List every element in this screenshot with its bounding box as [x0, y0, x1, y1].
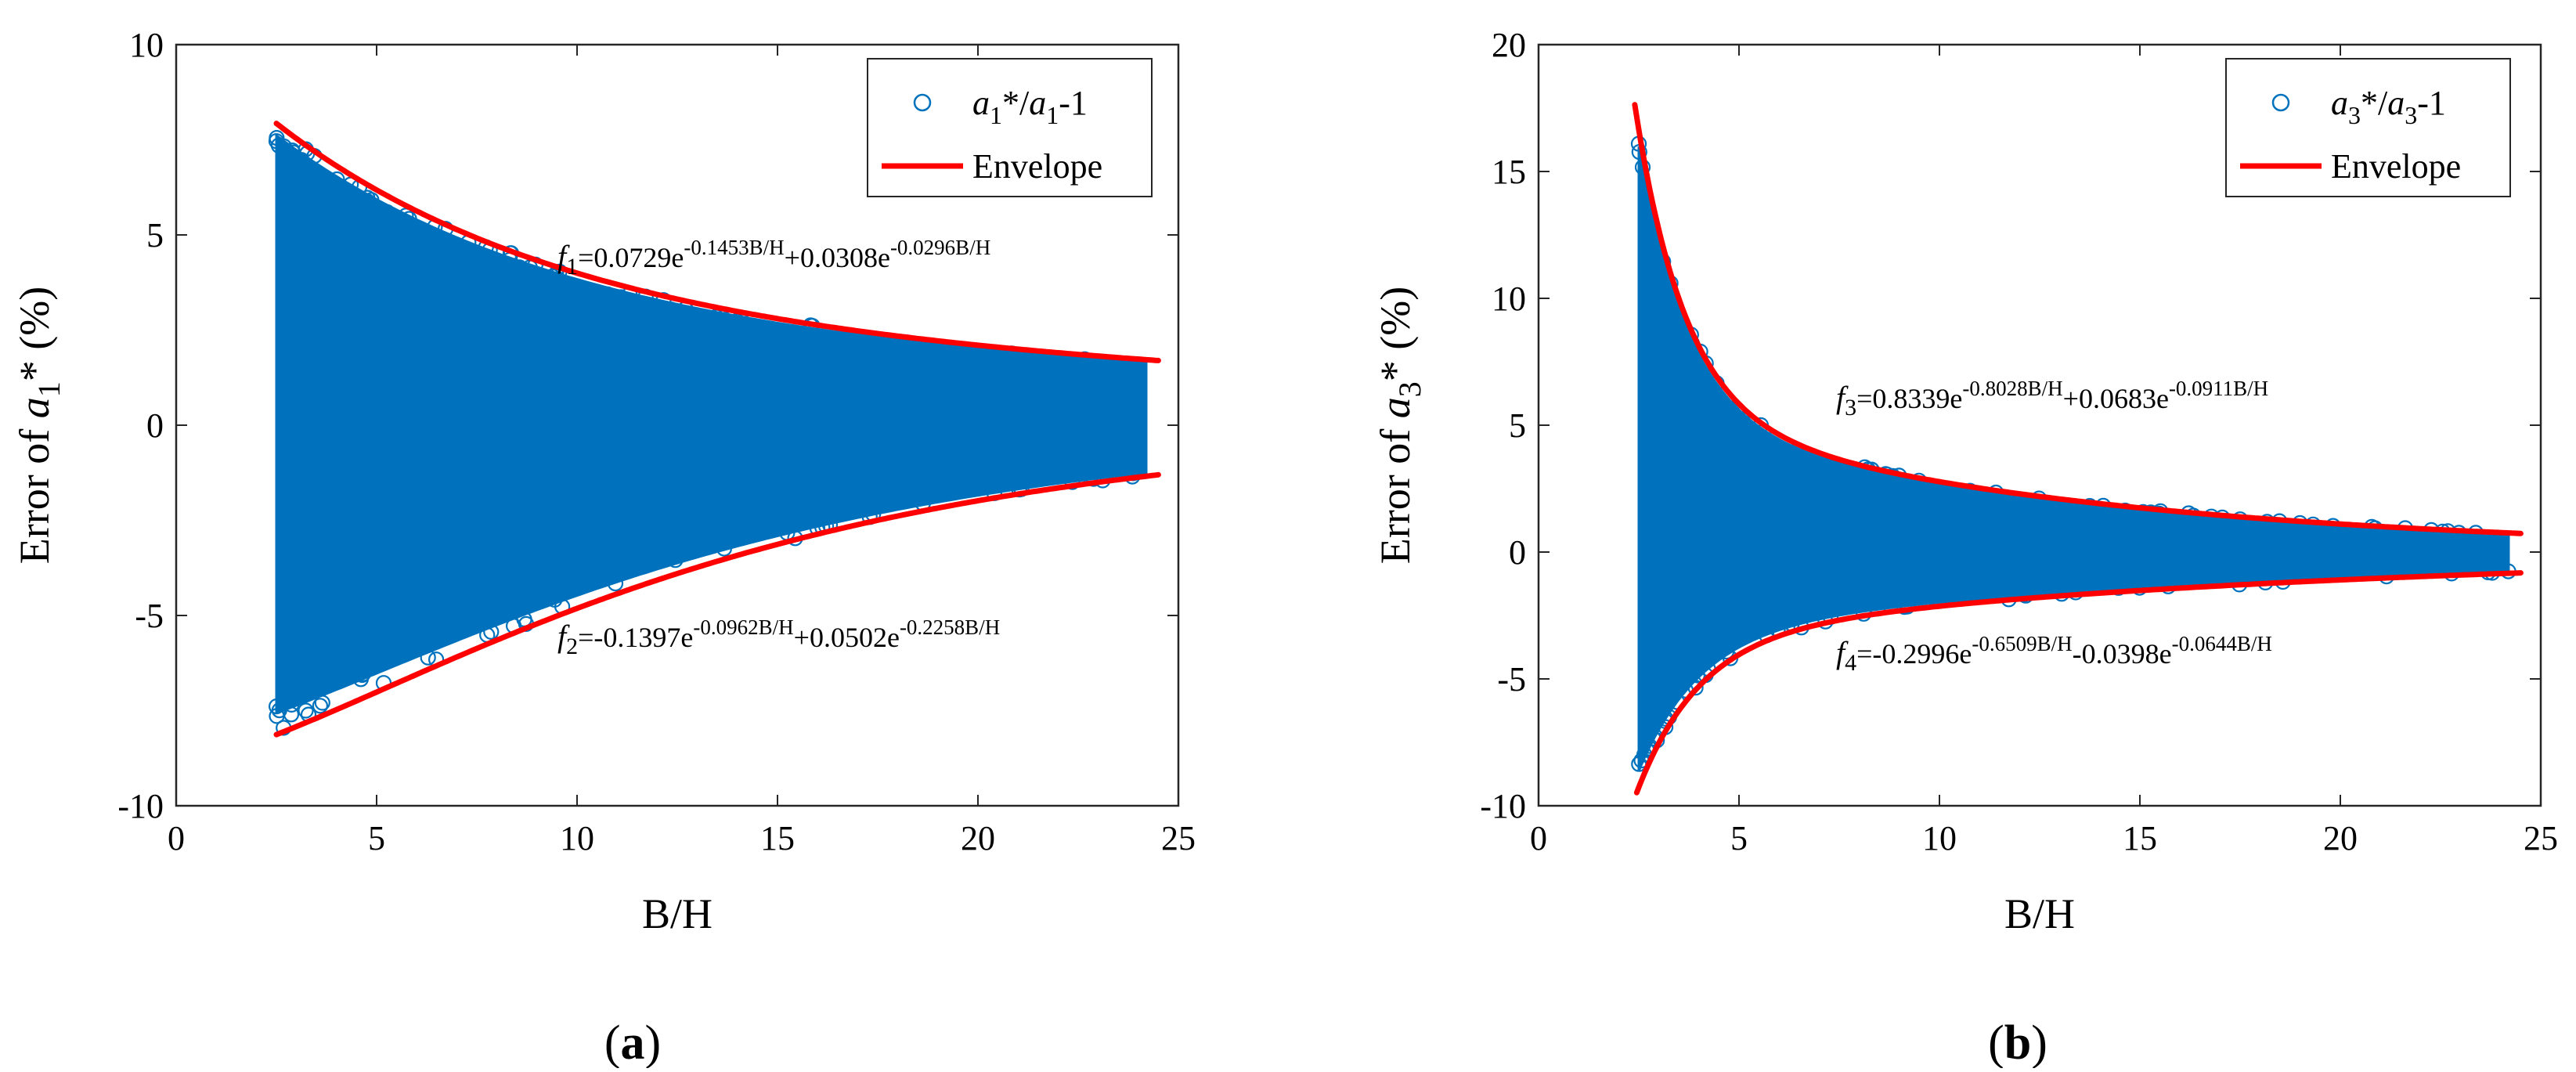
x-tick-label: 10	[560, 819, 594, 857]
y-tick-label: 10	[1492, 280, 1526, 318]
scatter-point	[662, 301, 680, 318]
scatter-point	[1687, 680, 1704, 696]
x-tick-label: 15	[2123, 819, 2157, 857]
x-tick-label: 0	[1530, 819, 1547, 857]
scatter-point	[420, 649, 436, 666]
envelope-series-b	[1632, 102, 2524, 796]
x-axis-label-b: B/H	[2004, 890, 2075, 937]
scatter-point	[269, 698, 285, 715]
scatter-point	[1962, 482, 1979, 499]
legend-marker-scatter-b	[2271, 93, 2290, 112]
legend-box-b	[2225, 58, 2511, 197]
ticks-a: 0 5 10 15 20 25 -10 -5 0 5 10	[117, 26, 1196, 857]
legend-label-envelope-a: Envelope	[972, 147, 1102, 186]
scatter-point	[1085, 471, 1102, 487]
legend-label-scatter-b: a3*/a3-1	[2331, 84, 2446, 129]
scatter-point	[314, 695, 330, 711]
x-tick-label: 25	[2524, 819, 2558, 857]
scatter-point	[2135, 504, 2152, 520]
lower-envelope-line	[273, 471, 1161, 738]
y-axis-label-a: Error of a1* (%)	[11, 287, 67, 564]
legend-label-envelope-b: Envelope	[2331, 147, 2461, 186]
y-axis-label-b: Error of a3* (%)	[1372, 287, 1427, 564]
lower-envelope-line	[1633, 570, 2524, 796]
y-tick-label: 0	[1509, 533, 1526, 572]
scatter-point	[1725, 405, 1741, 421]
y-tick-label: 5	[1509, 406, 1526, 445]
legend-label-scatter-a: a1*/a1-1	[972, 84, 1088, 129]
equation-f1: f1=0.0729e-0.1453B/H+0.0308e-0.0296B/H	[557, 236, 990, 280]
x-tick-label: 10	[1922, 819, 1957, 857]
scatter-point	[298, 702, 314, 719]
legend-box-a	[867, 58, 1153, 197]
y-tick-label: 0	[146, 406, 164, 445]
scatter-point	[401, 211, 417, 227]
ticks-b: 0 5 10 15 20 25 -10 -5 0 5 10 15 20	[1480, 26, 2558, 857]
x-tick-label: 0	[168, 819, 185, 857]
x-tick-label: 20	[961, 819, 995, 857]
scatter-point	[511, 259, 528, 276]
scatter-point	[1064, 474, 1081, 490]
scatter-point	[581, 283, 597, 300]
equation-f2: f2=-0.1397e-0.0962B/H+0.0502e-0.2258B/H	[557, 615, 1000, 659]
scatter-point	[716, 312, 733, 328]
scatter-point	[667, 552, 684, 568]
x-tick-label: 25	[1161, 819, 1196, 857]
scatter-cloud	[275, 132, 1148, 715]
equation-f4: f4=-0.2996e-0.6509B/H-0.0398e-0.0644B/H	[1836, 632, 2272, 676]
scatter-point	[1077, 351, 1093, 367]
equation-f3: f3=0.8339e-0.8028B/H+0.0683e-0.0911B/H	[1836, 377, 2268, 420]
y-tick-label: 20	[1492, 26, 1526, 64]
x-tick-label: 20	[2323, 819, 2358, 857]
scatter-point	[285, 153, 302, 170]
scatter-point	[271, 702, 287, 719]
y-tick-label: -5	[135, 597, 164, 635]
y-tick-label: -5	[1497, 660, 1526, 698]
scatter-point	[2142, 504, 2159, 521]
panel-label-a: (a)	[604, 1016, 661, 1068]
scatter-point	[312, 698, 328, 714]
y-tick-label: -10	[1480, 787, 1526, 825]
panel-label-b: (b)	[1988, 1016, 2047, 1068]
legend-a: a1*/a1-1 Envelope	[867, 58, 1153, 197]
y-tick-label: 5	[146, 216, 164, 254]
scatter-point	[352, 671, 369, 688]
scatter-point	[304, 169, 321, 186]
x-tick-label: 5	[1730, 819, 1748, 857]
y-tick-label: 10	[129, 26, 164, 64]
scatter-point	[2117, 502, 2134, 519]
y-tick-label: -10	[117, 787, 164, 825]
scatter-point	[347, 193, 363, 210]
scatter-point	[359, 193, 376, 209]
panel-b: 0 5 10 15 20 25 -10 -5 0 5 10 15 20 B/H Error of a3*…	[1372, 26, 2558, 1070]
scatter-point	[716, 540, 733, 557]
scatter-point	[1721, 399, 1737, 417]
panel-a: 0 5 10 15 20 25 -10 -5 0 5 10 B/H Error of a1* (%)…	[11, 26, 1196, 1070]
scatter-point	[2151, 505, 2167, 522]
scatter-point	[416, 226, 433, 243]
scatter-point	[483, 623, 500, 641]
x-axis-label-a: B/H	[642, 890, 713, 937]
legend-marker-scatter-a	[913, 93, 932, 112]
scatter-point	[544, 268, 561, 285]
upper-envelope-line	[273, 121, 1161, 363]
scatter-point	[268, 133, 285, 150]
x-tick-label: 15	[760, 819, 795, 857]
upper-envelope-line	[1632, 102, 2524, 536]
scatter-point	[600, 286, 616, 302]
envelope-series-a	[273, 121, 1161, 738]
legend-b: a3*/a3-1 Envelope	[2225, 58, 2511, 197]
scatter-point	[329, 171, 345, 188]
y-tick-label: 15	[1492, 153, 1526, 191]
scatter-point	[2110, 579, 2127, 596]
scatter-point	[379, 204, 395, 221]
scatter-point	[607, 575, 624, 592]
x-tick-label: 5	[368, 819, 385, 857]
